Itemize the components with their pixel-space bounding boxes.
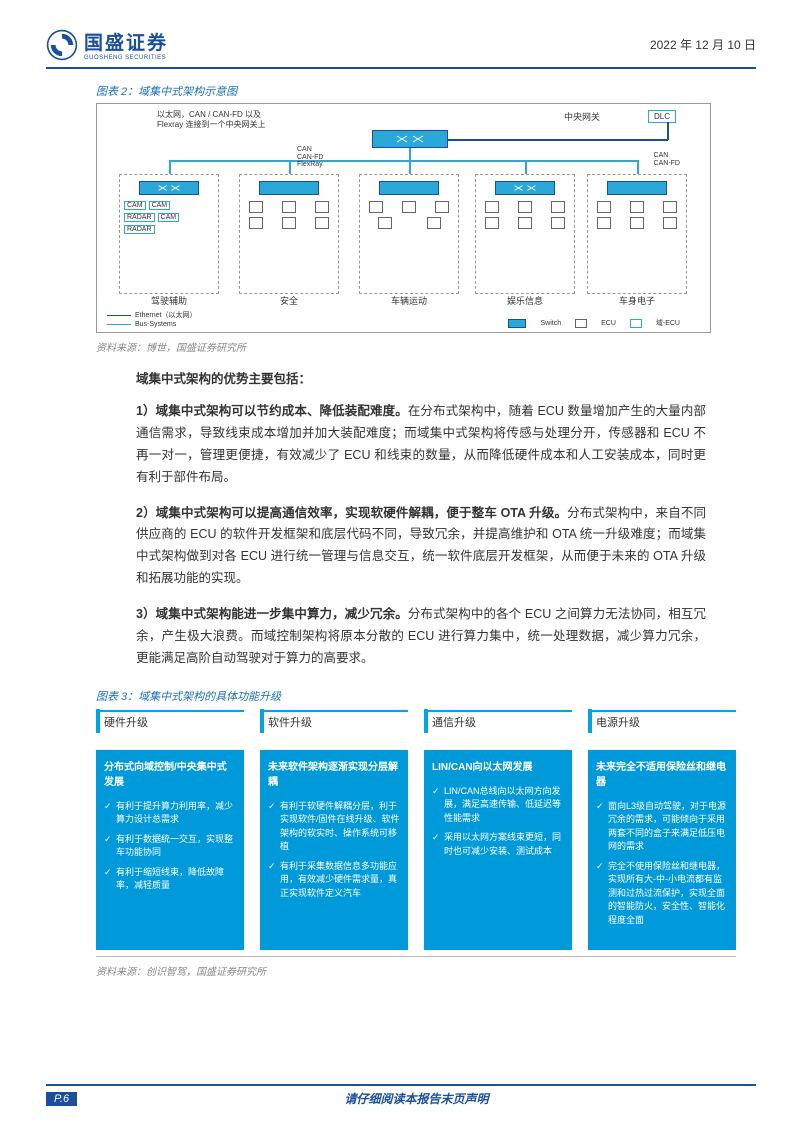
fig3-bullet: 有利于缩短线束，降低故障率，减轻质量 xyxy=(104,866,236,893)
switch-icon xyxy=(139,181,199,195)
page-number: P.6 xyxy=(46,1092,77,1106)
fig2-domain-safety: 安全 xyxy=(239,174,339,294)
fig3-col-1: 软件升级未来软件架构逐渐实现分层解耦有利于软硬件解耦分层，利于实现软件/固件在线… xyxy=(260,710,408,950)
fig3-source: 资料来源：创识智驾，国盛证券研究所 xyxy=(96,963,756,978)
fig2-dlc: DLC xyxy=(648,110,676,123)
body-p2: 2）域集中式架构可以提高通信效率，实现软硬件解耦，便于整车 OTA 升级。分布式… xyxy=(136,503,706,591)
fig2-diagram: 以太网，CAN / CAN-FD 以及 Flexray 连接到一个中央网关上 中… xyxy=(96,103,711,333)
fig2-legend-left: Ethernet（以太网） Bus-Systems xyxy=(107,310,196,328)
fig2-domain-infotainment: 娱乐信息 xyxy=(475,174,575,294)
company-name-en: GUOSHENG SECURITIES xyxy=(84,55,168,61)
body-p1: 1）域集中式架构可以节约成本、降低装配难度。在分布式架构中，随着 ECU 数量增… xyxy=(136,401,706,489)
fig3-bullet: 面向L3级自动驾驶，对于电源冗余的需求，可能倾向于采用两套不同的盒子来满足低压电… xyxy=(596,800,728,854)
fig2-gateway-label: 中央网关 xyxy=(564,110,600,123)
page-header: 国盛证券 GUOSHENG SECURITIES 2022 年 12 月 10 … xyxy=(46,28,756,69)
fig2-source: 资料来源：博世，国盛证券研究所 xyxy=(96,339,756,354)
fig3-diagram: 硬件升级分布式向域控制/中央集中式发展有利于提升算力利用率，减少算力设计总需求有… xyxy=(96,710,736,950)
fig3-tab: 电源升级 xyxy=(588,710,736,732)
fig3-bullet: 完全不使用保险丝和继电器，实现所有大-中-小电流都有监测和过热过流保护，实现全面… xyxy=(596,860,728,928)
fig3-col-0: 硬件升级分布式向域控制/中央集中式发展有利于提升算力利用率，减少算力设计总需求有… xyxy=(96,710,244,950)
report-date: 2022 年 12 月 10 日 xyxy=(650,36,756,53)
fig3-tab: 通信升级 xyxy=(424,710,572,732)
fig3-card: 未来完全不适用保险丝和继电器面向L3级自动驾驶，对于电源冗余的需求，可能倾向于采… xyxy=(588,750,736,950)
fig3-divider xyxy=(96,956,736,957)
fig2-top-note: 以太网，CAN / CAN-FD 以及 Flexray 连接到一个中央网关上 xyxy=(157,110,277,131)
fig3-card: 分布式向域控制/中央集中式发展有利于提升算力利用率，减少算力设计总需求有利于数据… xyxy=(96,750,244,950)
fig3-bullet: 有利于软硬件解耦分层，利于实现软件/固件在线升级、软件架构的软实时、操作系统可移… xyxy=(268,800,400,854)
fig3-title: 图表 3：域集中式架构的具体功能升级 xyxy=(96,688,756,704)
fig2-can-label-1: CAN CAN-FD FlexRay xyxy=(297,146,323,169)
fig3-tab: 硬件升级 xyxy=(96,710,244,732)
fig2-domain-adas: CAMCAM RADARCAM RADAR 驾驶辅助 xyxy=(119,174,219,294)
body-intro: 域集中式架构的优势主要包括： xyxy=(136,368,706,387)
fig3-bullet: 有利于提升算力利用率，减少算力设计总需求 xyxy=(104,800,236,827)
fig3-bullet: 有利于采集数据信息多功能应用，有效减少硬件需求量，真正实现软件定义汽车 xyxy=(268,860,400,901)
fig2-gateway-icon xyxy=(372,130,448,148)
fig3-col-3: 电源升级未来完全不适用保险丝和继电器面向L3级自动驾驶，对于电源冗余的需求，可能… xyxy=(588,710,736,950)
fig2-can-label-2: CAN CAN-FD xyxy=(654,152,680,167)
body-p3: 3）域集中式架构能进一步集中算力，减少冗余。分布式架构中的各个 ECU 之间算力… xyxy=(136,604,706,670)
fig2-domain-motion: 车辆运动 xyxy=(359,174,459,294)
fig2-legend-right: Switch ECU 域-ECU xyxy=(508,318,680,328)
page-footer: P.6 请仔细阅读本报告末页声明 xyxy=(0,1084,802,1107)
logo-block: 国盛证券 GUOSHENG SECURITIES xyxy=(46,28,168,61)
fig3-bullet: LIN/CAN总线向以太网方向发展，满足高速传输、低延迟等性能需求 xyxy=(432,785,564,826)
fig2-title: 图表 2：域集中式架构示意图 xyxy=(96,83,756,99)
fig2-bus-line xyxy=(169,160,639,162)
fig3-card: LIN/CAN向以太网发展LIN/CAN总线向以太网方向发展，满足高速传输、低延… xyxy=(424,750,572,950)
fig3-bullet: 采用以太网方案线束更短，同时也可减少安装、测试成本 xyxy=(432,831,564,858)
footer-disclaimer: 请仔细阅读本报告末页声明 xyxy=(77,1090,756,1107)
fig3-bullet: 有利于数据统一交互，实现整车功能协同 xyxy=(104,833,236,860)
fig3-tab: 软件升级 xyxy=(260,710,408,732)
fig2-domain-body: 车身电子 xyxy=(587,174,687,294)
company-name-cn: 国盛证券 xyxy=(84,28,168,55)
fig3-card: 未来软件架构逐渐实现分层解耦有利于软硬件解耦分层，利于实现软件/固件在线升级、软… xyxy=(260,750,408,950)
fig3-col-2: 通信升级 LIN/CAN向以太网发展LIN/CAN总线向以太网方向发展，满足高速传… xyxy=(424,710,572,950)
company-logo-icon xyxy=(46,29,78,61)
